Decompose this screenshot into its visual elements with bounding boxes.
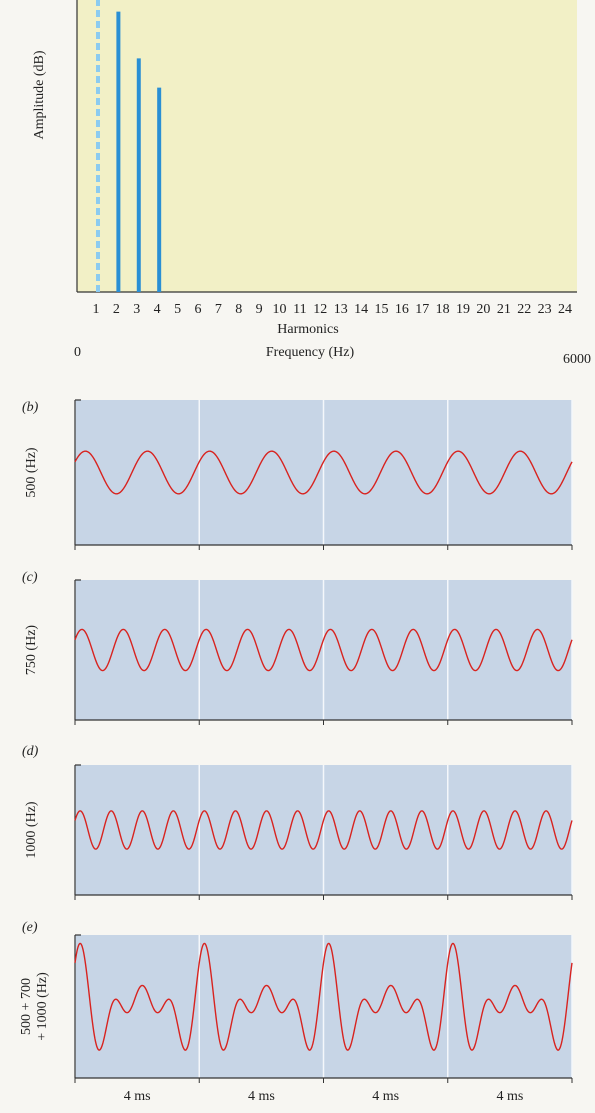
segment-label: 4 ms [248, 1089, 275, 1104]
x-tick-label: 4 [154, 302, 161, 317]
x-tick-label: 9 [256, 302, 263, 317]
x-tick-label: 12 [313, 302, 327, 317]
y-axis-label: 1000 (Hz) [24, 801, 39, 858]
y-axis-label: 750 (Hz) [24, 625, 39, 675]
panel-label: (d) [22, 744, 39, 759]
panel-label: (c) [22, 570, 38, 585]
x-tick-label: 22 [517, 302, 531, 317]
x-tick-label: 10 [273, 302, 287, 317]
waveform [74, 942, 573, 1051]
x-tick-label: 11 [293, 302, 306, 317]
frequency-label: Frequency (Hz) [266, 345, 355, 360]
x-axis-label: Harmonics [277, 322, 338, 337]
waveform [74, 810, 573, 850]
x-tick-label: 16 [395, 302, 409, 317]
waveform [74, 450, 573, 495]
x-tick-label: 3 [133, 302, 140, 317]
waveform [74, 628, 573, 672]
x-tick-label: 20 [476, 302, 490, 317]
x-tick-label: 8 [235, 302, 242, 317]
x-tick-label: 17 [415, 302, 429, 317]
y-axis-label: 500 + 700 [19, 978, 34, 1035]
x-tick-label: 7 [215, 302, 222, 317]
x-tick-label: 15 [374, 302, 388, 317]
panel-label: (b) [22, 400, 39, 415]
frequency-tick-label: 6000 [563, 352, 591, 367]
x-tick-label: 21 [497, 302, 511, 317]
x-tick-label: 24 [558, 302, 572, 317]
x-tick-label: 19 [456, 302, 470, 317]
x-tick-label: 18 [436, 302, 450, 317]
x-tick-label: 6 [194, 302, 201, 317]
segment-label: 4 ms [372, 1089, 399, 1104]
segment-label: 4 ms [496, 1089, 523, 1104]
y-axis-label: Amplitude (dB) [32, 50, 47, 139]
segment-label: 4 ms [124, 1089, 151, 1104]
panel-label: (e) [22, 920, 38, 935]
y-axis-label: 500 (Hz) [24, 447, 39, 497]
x-tick-label: 1 [93, 302, 100, 317]
x-tick-label: 2 [113, 302, 120, 317]
x-tick-label: 14 [354, 302, 368, 317]
y-axis-label: + 1000 (Hz) [35, 972, 50, 1041]
x-tick-label: 5 [174, 302, 181, 317]
x-tick-label: 13 [334, 302, 348, 317]
frequency-tick-label: 0 [74, 345, 81, 360]
plot-area [77, 0, 577, 292]
x-tick-label: 23 [538, 302, 552, 317]
